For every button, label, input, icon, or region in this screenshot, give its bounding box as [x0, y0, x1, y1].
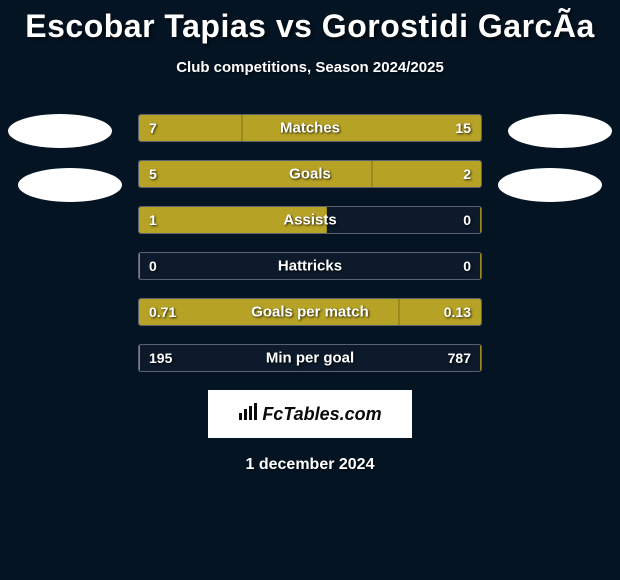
avatar-right-2 [498, 168, 602, 202]
bar-fill-left [139, 115, 242, 141]
bar-label: Min per goal [139, 350, 481, 367]
date-text: 1 december 2024 [0, 456, 620, 474]
bar-value-right: 787 [448, 350, 471, 366]
bar-value-left: 195 [149, 350, 172, 366]
bar-value-right: 0 [463, 212, 471, 228]
bar-label: Hattricks [139, 258, 481, 275]
bar-value-left: 0 [149, 258, 157, 274]
bar-row: 0 0Hattricks [138, 252, 482, 280]
bar-fill-right [480, 207, 481, 233]
avatar-left-2 [18, 168, 122, 202]
page-subtitle: Club competitions, Season 2024/2025 [0, 59, 620, 76]
page-title: Escobar Tapias vs Gorostidi GarcÃ­a [0, 0, 620, 45]
bar-fill-right [399, 299, 481, 325]
bar-fill-right [480, 253, 481, 279]
bar-value-right: 0 [463, 258, 471, 274]
bar-fill-left [139, 207, 327, 233]
bar-fill-left [139, 299, 399, 325]
bar-fill-right [242, 115, 481, 141]
comparison-chart: 715Matches52Goals10Assists00Hattricks0.7… [0, 114, 620, 372]
bar-fill-left [139, 345, 140, 371]
branding-text: FcTables.com [262, 404, 381, 425]
avatar-left-1 [8, 114, 112, 148]
bar-row: 715Matches [138, 114, 482, 142]
bar-fill-left [139, 253, 140, 279]
bar-fill-right [480, 345, 481, 371]
branding-badge: FcTables.com [208, 390, 412, 438]
bar-fill-right [372, 161, 481, 187]
chart-icon [238, 403, 258, 426]
bar-row: 195 787Min per goal [138, 344, 482, 372]
bar-row: 0.710.13Goals per match [138, 298, 482, 326]
bar-row: 10Assists [138, 206, 482, 234]
bar-fill-left [139, 161, 372, 187]
bar-row: 52Goals [138, 160, 482, 188]
bars-container: 715Matches52Goals10Assists00Hattricks0.7… [138, 114, 482, 372]
avatar-right-1 [508, 114, 612, 148]
